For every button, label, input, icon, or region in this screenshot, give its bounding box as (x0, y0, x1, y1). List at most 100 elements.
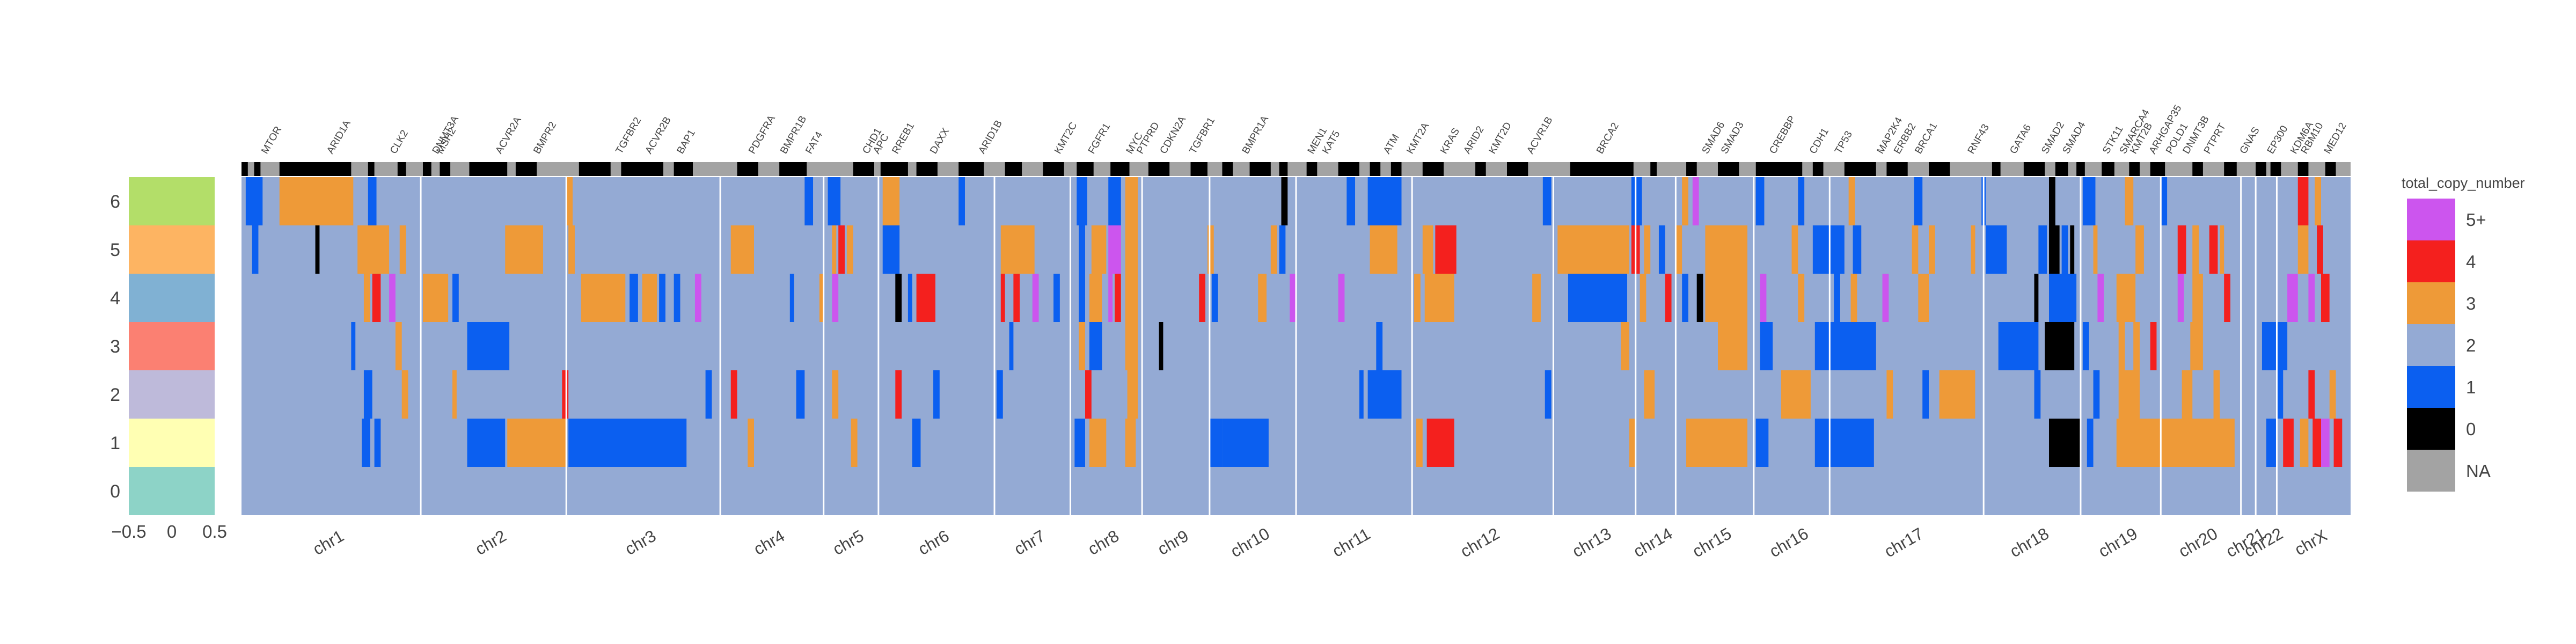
cn-segment (705, 370, 712, 419)
cn-segment (2209, 225, 2218, 274)
cn-segment (2321, 419, 2330, 467)
cn-segment (245, 177, 263, 225)
cn-segment (1542, 177, 1552, 225)
gene-label: GNAS (2238, 125, 2262, 156)
cn-segment (2262, 322, 2288, 370)
cn-segment (1376, 322, 1383, 370)
cn-segment (566, 177, 573, 225)
cn-segment (1986, 225, 2007, 274)
legend-swatch[interactable] (2407, 324, 2455, 366)
x-tick-label: 0 (167, 522, 177, 541)
cn-segment (1359, 370, 1364, 419)
cn-segment (2082, 322, 2089, 370)
gene-label: KMT2D (1487, 120, 1514, 156)
legend-swatch[interactable] (2407, 282, 2455, 324)
cn-segment (2277, 370, 2284, 419)
x-tick-label: −0.5 (111, 522, 146, 541)
legend-label[interactable]: 0 (2466, 419, 2476, 439)
cn-segment (2097, 274, 2104, 322)
cn-segment (505, 225, 543, 274)
gene-track-segment (853, 162, 874, 176)
chromosome-label: chr13 (1569, 524, 1615, 561)
cn-segment (2283, 419, 2294, 467)
cn-segment (2049, 225, 2060, 274)
cn-segment (2093, 370, 2100, 419)
cn-segment (748, 419, 754, 467)
cn-segment (1279, 225, 1286, 274)
cn-segment (1290, 274, 1296, 322)
row-label: 1 (110, 433, 120, 453)
x-axis-ticks: −0.5 0 0.5 (111, 522, 227, 541)
legend-label[interactable]: 2 (2466, 335, 2476, 355)
cn-segment (1696, 274, 1703, 322)
gene-track-segment (469, 162, 508, 176)
legend-swatch[interactable] (2407, 450, 2455, 492)
cn-segment (1125, 322, 1138, 370)
cn-segment (642, 274, 657, 322)
legend-swatch[interactable] (2407, 408, 2455, 450)
cn-segment (2116, 274, 2136, 322)
cn-segment (1675, 225, 1682, 274)
gene-label: ARID1A (325, 118, 353, 156)
cn-segment (2333, 419, 2343, 467)
gene-label: MTOR (259, 125, 284, 156)
chromosome-label: chr12 (1457, 524, 1503, 561)
gene-label: BRCA2 (1594, 121, 1621, 156)
cn-segment (882, 225, 900, 274)
cn-segment (1568, 274, 1628, 322)
legend[interactable]: total_copy_number 5+ 4 3 2 1 0 NA (2402, 175, 2525, 492)
cn-segment (2082, 177, 2096, 225)
cn-segment (1370, 225, 1397, 274)
gene-track-segment (397, 162, 406, 176)
cn-segment (1000, 274, 1005, 322)
gene-label: KMT2A (1404, 121, 1431, 156)
gene-track-segment (1370, 162, 1381, 176)
gene-label: ATM (1381, 132, 1402, 156)
cn-segment (1834, 274, 1840, 322)
cn-segment (1199, 274, 1206, 322)
cn-segment (315, 225, 320, 274)
legend-label[interactable]: 4 (2466, 252, 2476, 272)
cn-segment (1000, 225, 1035, 274)
legend-swatch[interactable] (2407, 240, 2455, 282)
cn-segment (1089, 322, 1102, 370)
legend-label[interactable]: 5+ (2466, 210, 2486, 230)
legend-label[interactable]: 3 (2466, 294, 2476, 313)
x-tick-label: 0.5 (202, 522, 227, 541)
chromosome-label: chr14 (1630, 524, 1675, 561)
cn-segment (1089, 274, 1102, 322)
chromosome-label: chr11 (1329, 524, 1373, 561)
cn-segment (1912, 225, 1919, 274)
cn-segment (2177, 274, 2184, 322)
sample-swatch (129, 274, 215, 322)
cn-segment (1091, 225, 1107, 274)
cn-segment (1621, 322, 1629, 370)
cn-segment (568, 225, 575, 274)
gene-track-segment (779, 162, 807, 176)
gene-track-segment (1249, 162, 1271, 176)
cn-segment (2045, 322, 2075, 370)
gene-track-segment (279, 162, 352, 176)
cn-segment (1338, 274, 1345, 322)
legend-label[interactable]: 1 (2466, 377, 2476, 397)
legend-swatch[interactable] (2407, 199, 2455, 240)
cn-segment (1886, 370, 1893, 419)
gene-track-segment (2297, 162, 2309, 176)
cn-segment (363, 274, 370, 322)
cn-segment (452, 370, 457, 419)
cn-segment (2192, 225, 2199, 274)
cn-segment (1108, 177, 1121, 225)
cn-segment (2317, 225, 2323, 274)
cn-segment (1922, 370, 1929, 419)
sample-swatch (129, 177, 215, 225)
cn-segment (1032, 274, 1039, 322)
chromosome-label: chr4 (750, 526, 788, 559)
cn-segment (2287, 274, 2298, 322)
cn-segment (252, 225, 259, 274)
cn-segment (846, 225, 853, 274)
legend-swatch[interactable] (2407, 366, 2455, 408)
legend-label[interactable]: NA (2466, 461, 2491, 481)
cn-segment (2049, 419, 2081, 467)
